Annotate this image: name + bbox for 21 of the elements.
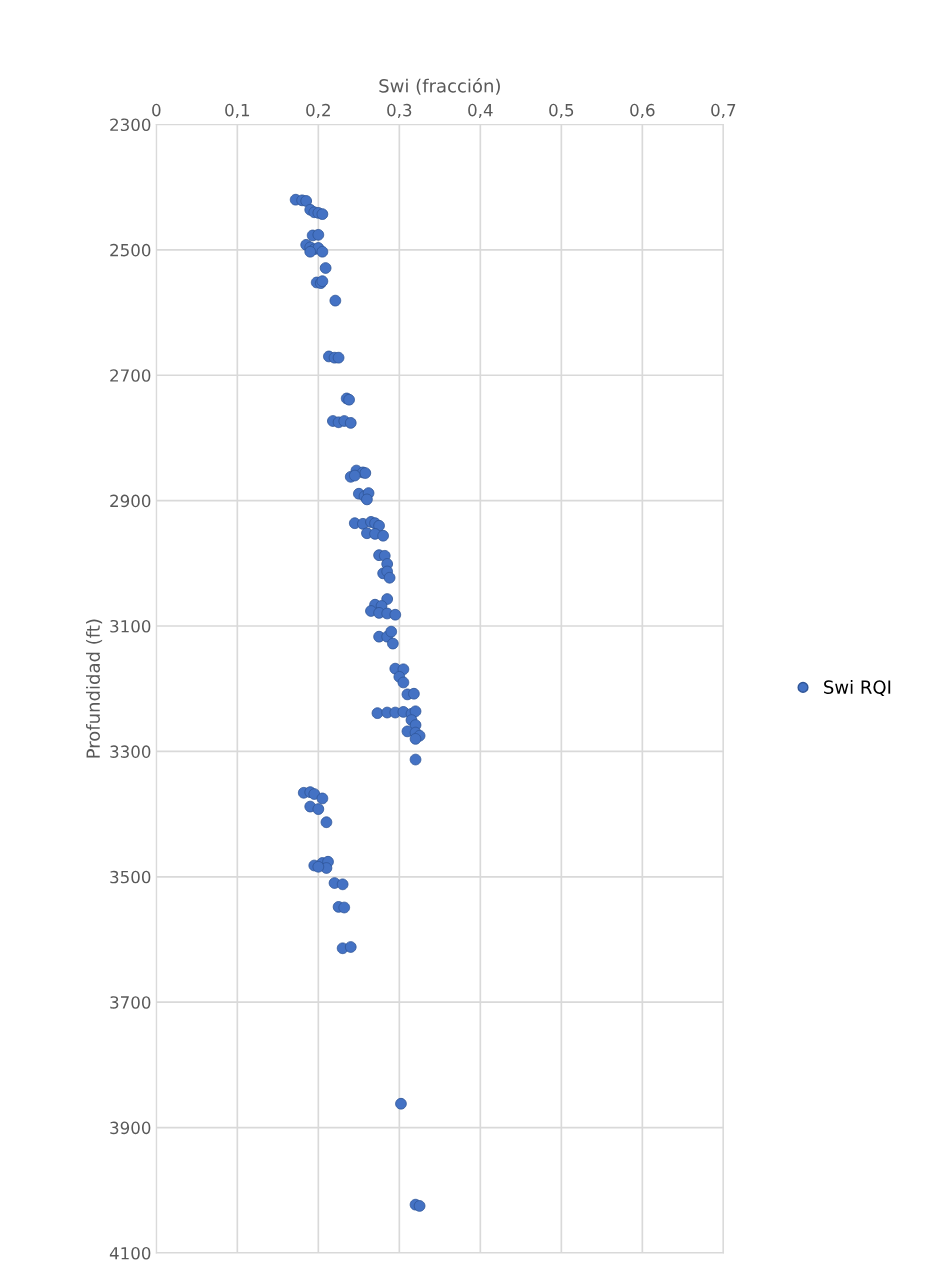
y-tick-label: 3500 [110, 870, 151, 884]
x-axis-title: Swi (fracción) [379, 77, 500, 95]
x-tick-label: 0,6 [630, 103, 655, 119]
y-tick-label: 2700 [110, 369, 151, 382]
x-tick-label: 0,2 [306, 103, 330, 119]
x-tick-label: 0,1 [225, 103, 250, 119]
x-tick-label: 0,7 [711, 103, 736, 119]
legend-label: Swi RQI [824, 679, 891, 697]
y-tick-label: 2500 [110, 243, 151, 257]
y-tick-label: 3700 [110, 996, 151, 1009]
y-tick-label: 3100 [110, 619, 151, 633]
x-tick-label: 0 [152, 103, 161, 117]
x-tick-label: 0,5 [549, 103, 574, 119]
y-axis-title: Profundidad (ft) [86, 619, 103, 758]
y-tick-label: 3900 [110, 1121, 151, 1135]
y-tick-label: 2900 [110, 494, 151, 508]
x-tick-label: 0,3 [387, 103, 412, 119]
y-tick-label: 3300 [110, 745, 151, 758]
y-tick-label: 2300 [110, 118, 151, 132]
x-tick-label: 0,4 [468, 103, 493, 119]
y-tick-label: 4100 [109, 1246, 151, 1260]
